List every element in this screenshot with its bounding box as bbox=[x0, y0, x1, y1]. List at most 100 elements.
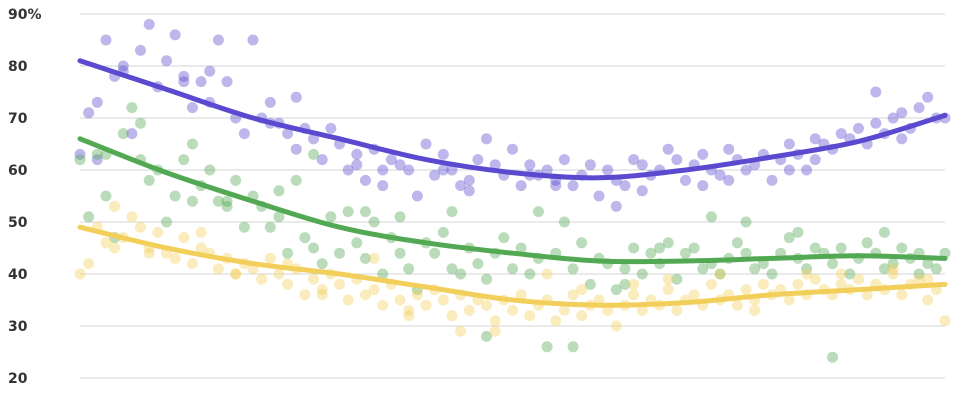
series-0-point-97 bbox=[913, 102, 925, 114]
series-0-point-108 bbox=[723, 174, 735, 186]
series-1-point-33 bbox=[359, 252, 371, 264]
y-tick-label-90: 90% bbox=[8, 7, 42, 23]
series-2-point-98 bbox=[922, 294, 934, 306]
series-1-point-47 bbox=[481, 273, 493, 285]
series-0-point-45 bbox=[463, 174, 475, 186]
series-2-point-24 bbox=[282, 278, 294, 290]
series-0-point-65 bbox=[636, 159, 648, 171]
series-1-point-52 bbox=[524, 268, 536, 280]
series-1-point-94 bbox=[887, 258, 899, 270]
series-0-point-16 bbox=[212, 34, 224, 46]
series-2-point-90 bbox=[853, 273, 864, 285]
series-1-point-24 bbox=[282, 247, 294, 259]
series-0-point-10 bbox=[161, 55, 172, 67]
series-1-point-85 bbox=[809, 242, 821, 254]
series-0-point-46 bbox=[472, 154, 484, 166]
series-0-point-11 bbox=[169, 29, 181, 41]
series-0-point-115 bbox=[437, 164, 449, 176]
series-0-point-60 bbox=[593, 190, 605, 202]
series-2-point-27 bbox=[308, 273, 320, 285]
series-1-point-32 bbox=[351, 237, 363, 249]
series-0-point-74 bbox=[714, 169, 726, 181]
series-0-point-44 bbox=[455, 180, 467, 192]
series-1-point-77 bbox=[740, 247, 752, 259]
series-1-point-1 bbox=[83, 211, 95, 223]
series-2-point-23 bbox=[273, 268, 285, 280]
series-0-point-80 bbox=[766, 174, 778, 186]
series-0-point-37 bbox=[394, 159, 406, 171]
series-1-point-5 bbox=[117, 128, 129, 140]
y-tick-label-20: 20 bbox=[8, 371, 28, 387]
y-tick-label-40: 40 bbox=[8, 267, 28, 283]
series-1-point-37 bbox=[394, 247, 406, 259]
series-0-point-27 bbox=[308, 133, 320, 145]
series-1-point-84 bbox=[801, 263, 813, 275]
series-2-point-13 bbox=[186, 258, 198, 270]
series-2-point-35 bbox=[377, 299, 389, 311]
series-1-point-114 bbox=[394, 211, 406, 223]
series-0-point-54 bbox=[541, 164, 553, 176]
series-2-point-12 bbox=[178, 232, 190, 244]
series-0-point-17 bbox=[221, 76, 233, 88]
series-1-point-74 bbox=[714, 268, 726, 280]
series-0-point-24 bbox=[282, 128, 294, 140]
series-2-point-110 bbox=[887, 263, 899, 275]
series-1-point-109 bbox=[792, 226, 804, 238]
series-2-point-111 bbox=[143, 247, 155, 259]
series-1-point-113 bbox=[308, 148, 320, 160]
series-0-point-14 bbox=[195, 76, 207, 88]
series-2-point-55 bbox=[550, 315, 562, 327]
series-0-point-69 bbox=[671, 154, 683, 166]
series-2-point-33 bbox=[359, 289, 371, 301]
series-2-point-113 bbox=[316, 289, 328, 301]
series-2-point-85 bbox=[809, 273, 821, 285]
series-2-point-43 bbox=[446, 310, 458, 322]
series-2-point-51 bbox=[515, 289, 527, 301]
series-2-point-106 bbox=[541, 268, 553, 280]
trend-lines bbox=[77, 58, 948, 308]
series-0-point-82 bbox=[783, 138, 795, 150]
series-2-point-26 bbox=[299, 289, 311, 301]
series-2-point-47 bbox=[481, 299, 493, 311]
series-2-point-1 bbox=[83, 258, 95, 270]
series-0-point-20 bbox=[247, 34, 259, 46]
series-1-point-38 bbox=[403, 263, 415, 275]
series-2-point-40 bbox=[420, 299, 432, 311]
series-0-point-19 bbox=[238, 128, 250, 140]
series-1-point-10 bbox=[161, 216, 172, 228]
series-0-point-35 bbox=[377, 180, 389, 192]
series-2-point-62 bbox=[610, 320, 622, 332]
series-1-point-44 bbox=[455, 268, 467, 280]
series-2-point-79 bbox=[757, 278, 769, 290]
series-2-point-68 bbox=[662, 284, 674, 296]
series-2-point-21 bbox=[256, 273, 268, 285]
series-2-point-88 bbox=[835, 278, 847, 290]
series-1-point-65 bbox=[636, 268, 648, 280]
series-2-point-4 bbox=[109, 242, 121, 254]
series-0-point-1 bbox=[83, 107, 95, 119]
series-1-point-8 bbox=[143, 174, 155, 186]
series-0-point-112 bbox=[178, 76, 190, 88]
series-2-point-82 bbox=[783, 294, 795, 306]
y-tick-label-70: 70 bbox=[8, 111, 28, 127]
series-1-point-66 bbox=[645, 247, 657, 259]
series-1-point-115 bbox=[481, 330, 493, 342]
y-tick-label-30: 30 bbox=[8, 319, 28, 335]
series-2-point-48 bbox=[489, 315, 501, 327]
series-0-point-118 bbox=[697, 180, 709, 192]
series-0-point-12 bbox=[178, 70, 190, 82]
series-0-point-68 bbox=[662, 143, 674, 155]
series-1-point-107 bbox=[619, 278, 631, 290]
series-1-point-57 bbox=[567, 263, 579, 275]
series-0-point-85 bbox=[809, 133, 821, 145]
series-1-point-54 bbox=[541, 341, 553, 353]
y-tick-label-50: 50 bbox=[8, 215, 28, 231]
series-2-point-45 bbox=[463, 304, 475, 316]
series-1-point-13 bbox=[186, 195, 198, 207]
series-1-point-103 bbox=[273, 185, 285, 197]
series-1-point-98 bbox=[922, 258, 934, 270]
series-0-point-2 bbox=[91, 96, 103, 108]
series-2-point-0 bbox=[74, 268, 86, 280]
series-1-point-16 bbox=[212, 195, 224, 207]
